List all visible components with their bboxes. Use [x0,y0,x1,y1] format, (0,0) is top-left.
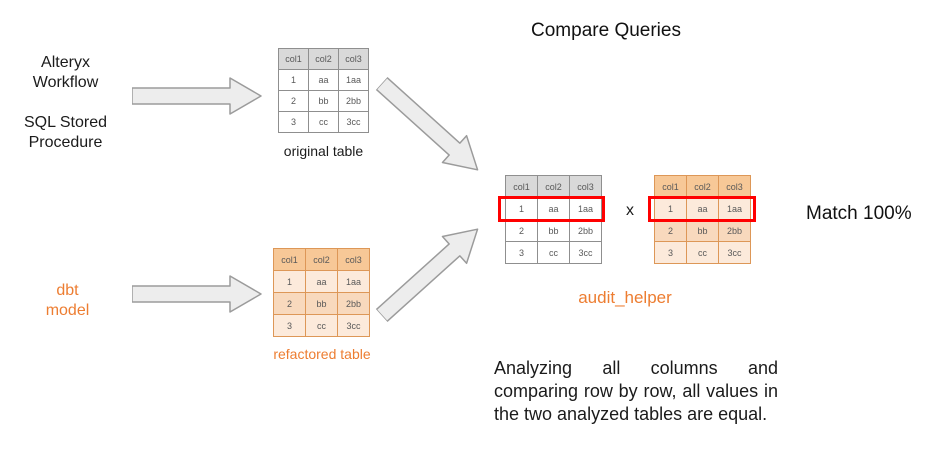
table-cell: 2bb [337,292,370,315]
table-cell: 2bb [718,219,751,242]
table-cell: 1aa [337,270,370,293]
slide-title: Compare Queries [531,20,681,41]
data-table: col1 col2 col3 1 aa 1aa 2 bb 2bb 3 cc 3cc [654,175,751,264]
column-header: col1 [654,175,687,198]
table-cell: 3 [278,111,309,133]
table-cell: cc [537,241,570,264]
table-cell: 2 [278,90,309,112]
table-row: 3 cc 3cc [505,241,602,264]
table-cell: 2bb [338,90,369,112]
table-cell: aa [686,197,719,220]
table-row: 3 cc 3cc [654,241,751,264]
table-cell: 2 [654,219,687,242]
table-cell: 3 [654,241,687,264]
right-arrow-icon [375,228,479,323]
column-header: col2 [308,48,339,70]
source-alteryx-line1: Alteryx [41,54,90,71]
source-sql-procedure-label: SQL Stored Procedure [8,113,123,153]
table-row: 2 bb 2bb [273,292,370,315]
column-header: col2 [305,248,338,271]
table-row: 3 cc 3cc [278,111,369,133]
table-cell: 1aa [338,69,369,91]
table-cell: 3cc [718,241,751,264]
table-cell: aa [308,69,339,91]
table-cell: 2 [273,292,306,315]
table-cell: 3cc [337,314,370,337]
column-header: col1 [505,175,538,198]
table-cell: aa [305,270,338,293]
table-cell: 3cc [569,241,602,264]
compare-right-table: col1 col2 col3 1 aa 1aa 2 bb 2bb 3 cc 3cc [654,175,751,264]
table-cell: cc [686,241,719,264]
source-dbt-line2: model [45,302,90,319]
refactored-table: col1 col2 col3 1 aa 1aa 2 bb 2bb 3 cc 3cc [273,248,370,337]
right-arrow-icon [132,77,262,115]
match-result-label: Match 100% [806,203,912,224]
column-header: col1 [278,48,309,70]
table-row: 1 aa 1aa [278,69,369,91]
audit-helper-label: audit_helper [578,288,672,307]
source-sql-line1: SQL Stored [23,114,107,131]
original-table-caption: original table [283,143,364,159]
arrow-alteryx-to-original-table [132,76,262,116]
table-cell: bb [308,90,339,112]
table-cell: cc [305,314,338,337]
refactored-table-caption: refactored table [273,346,371,362]
analysis-note: Analyzing all columns and comparing row … [494,358,778,424]
data-table: col1 col2 col3 1 aa 1aa 2 bb 2bb 3 cc 3cc [278,48,369,133]
right-arrow-icon [375,76,479,171]
column-header: col2 [686,175,719,198]
table-cell: 2bb [569,219,602,242]
table-cell: 1 [278,69,309,91]
table-row: 1 aa 1aa [273,270,370,293]
arrow-refactored-to-compare [368,214,491,331]
compare-operator: x [626,202,634,219]
arrow-dbt-to-refactored-table [132,274,262,314]
source-dbt-model-label: dbt model [10,281,125,321]
source-sql-line2: Procedure [28,134,103,151]
column-header: col3 [718,175,751,198]
table-cell: cc [308,111,339,133]
column-header: col3 [569,175,602,198]
row-highlight-box-right [648,196,756,222]
column-header: col1 [273,248,306,271]
source-alteryx-line2: Workflow [32,74,99,91]
table-row: 2 bb 2bb [505,219,602,242]
table-row: 3 cc 3cc [273,314,370,337]
table-cell: 3 [505,241,538,264]
source-alteryx-workflow-label: Alteryx Workflow [8,53,123,93]
right-arrow-icon [132,275,262,313]
table-cell: 1aa [569,197,602,220]
column-header: col2 [537,175,570,198]
table-cell: 1 [273,270,306,293]
source-dbt-line1: dbt [56,282,79,299]
column-header: col3 [337,248,370,271]
table-cell: 2 [505,219,538,242]
table-cell: 3 [273,314,306,337]
table-row: 2 bb 2bb [278,90,369,112]
row-highlight-box-left [498,196,605,222]
table-row: 2 bb 2bb [654,219,751,242]
table-cell: bb [686,219,719,242]
table-cell: 3cc [338,111,369,133]
column-header: col3 [338,48,369,70]
table-cell: bb [537,219,570,242]
data-table: col1 col2 col3 1 aa 1aa 2 bb 2bb 3 cc 3cc [273,248,370,337]
arrow-original-to-compare [368,69,491,186]
original-table: col1 col2 col3 1 aa 1aa 2 bb 2bb 3 cc 3cc [278,48,369,133]
table-cell: bb [305,292,338,315]
